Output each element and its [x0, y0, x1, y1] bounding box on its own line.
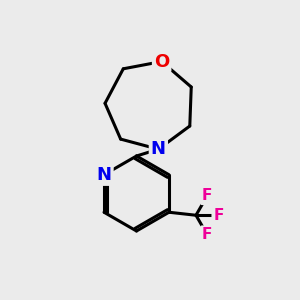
Text: O: O	[154, 52, 169, 70]
Text: F: F	[202, 227, 212, 242]
Text: N: N	[151, 140, 166, 158]
Text: F: F	[213, 208, 224, 223]
Text: N: N	[97, 166, 112, 184]
Text: F: F	[202, 188, 212, 203]
